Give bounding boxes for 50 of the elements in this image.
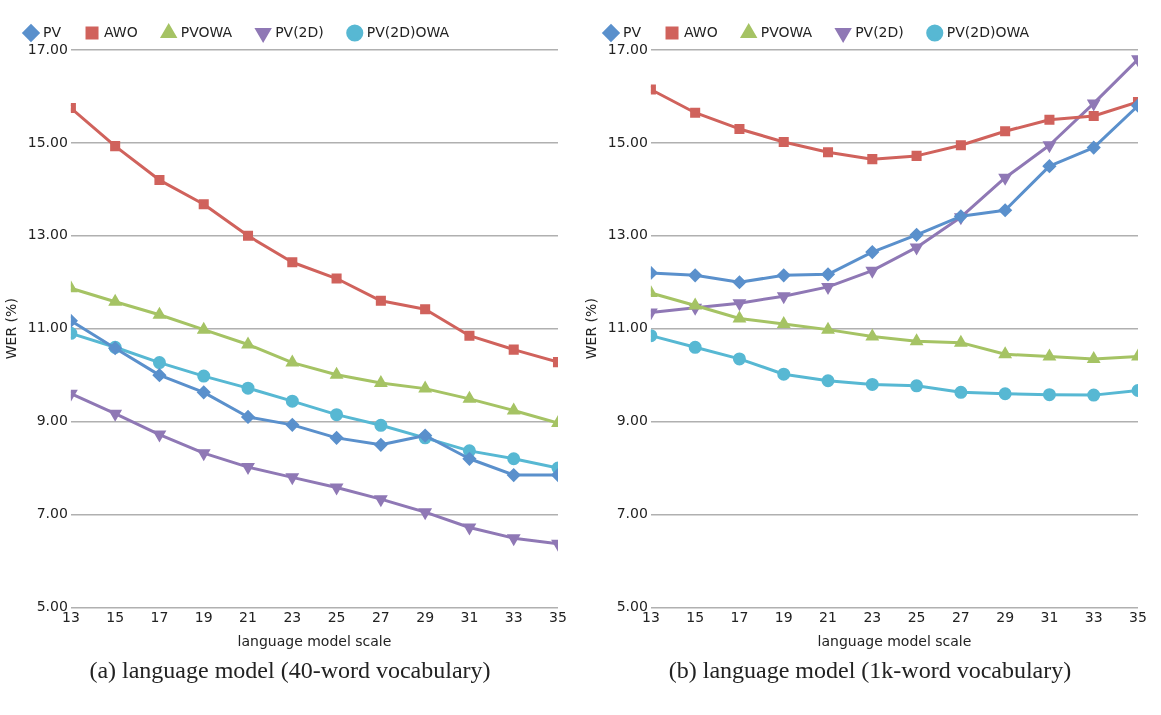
x-tick-label: 23 (863, 609, 882, 626)
y-tick-label: 11.00 (607, 319, 648, 336)
x-tick-label: 25 (327, 609, 346, 626)
legend-label: AWO (684, 23, 718, 40)
x-tick-label: 29 (416, 609, 435, 626)
x-tick-label: 19 (194, 609, 213, 626)
x-tick-label: 27 (371, 609, 390, 626)
legend-label: PV (43, 23, 62, 40)
x-tick-label: 21 (239, 609, 257, 626)
y-tick-label: 9.00 (616, 412, 648, 429)
x-tick-label: 29 (996, 609, 1015, 626)
x-tick-label: 17 (150, 609, 169, 626)
y-tick-label: 7.00 (36, 505, 68, 522)
y-axis-title: WER (%) (583, 298, 600, 360)
x-tick-label: 33 (504, 609, 523, 626)
legend-label: PVOWA (760, 23, 813, 40)
x-axis-title: language model scale (237, 633, 392, 650)
x-tick-label: 27 (951, 609, 970, 626)
x-tick-label: 31 (1040, 609, 1059, 626)
x-tick-label: 35 (549, 609, 567, 626)
y-axis-title: WER (%) (3, 298, 20, 360)
legend-label: PVOWA (180, 23, 233, 40)
y-tick-label: 17.00 (607, 40, 648, 57)
y-tick-label: 11.00 (27, 319, 68, 336)
x-tick-label: 33 (1084, 609, 1103, 626)
y-tick-label: 7.00 (616, 505, 648, 522)
x-tick-label: 35 (1129, 609, 1147, 626)
y-tick-label: 13.00 (27, 226, 68, 243)
legend-label: PV(2D)OWA (366, 23, 450, 40)
x-tick-label: 31 (460, 609, 479, 626)
y-tick-label: 9.00 (36, 412, 68, 429)
text: (b) language model (1k-word vocabulary) (667, 657, 1073, 684)
x-tick-label: 19 (774, 609, 793, 626)
legend-label: PV(2D) (275, 23, 324, 40)
x-axis-title: language model scale (817, 633, 972, 650)
legend-label: AWO (104, 23, 138, 40)
y-tick-label: 15.00 (27, 133, 68, 150)
legend-label: PV (623, 23, 642, 40)
legend-label: PV(2D)OWA (946, 23, 1030, 40)
x-tick-label: 15 (106, 609, 125, 626)
legend-label: PV(2D) (855, 23, 904, 40)
y-tick-label: 15.00 (607, 133, 648, 150)
x-tick-label: 17 (730, 609, 749, 626)
y-tick-label: 13.00 (607, 226, 648, 243)
x-tick-label: 25 (907, 609, 926, 626)
y-tick-label: 17.00 (27, 40, 68, 57)
x-tick-label: 21 (819, 609, 837, 626)
x-tick-label: 15 (686, 609, 705, 626)
text: (a) language model (40-word vocabulary) (88, 657, 492, 684)
x-tick-label: 23 (283, 609, 302, 626)
